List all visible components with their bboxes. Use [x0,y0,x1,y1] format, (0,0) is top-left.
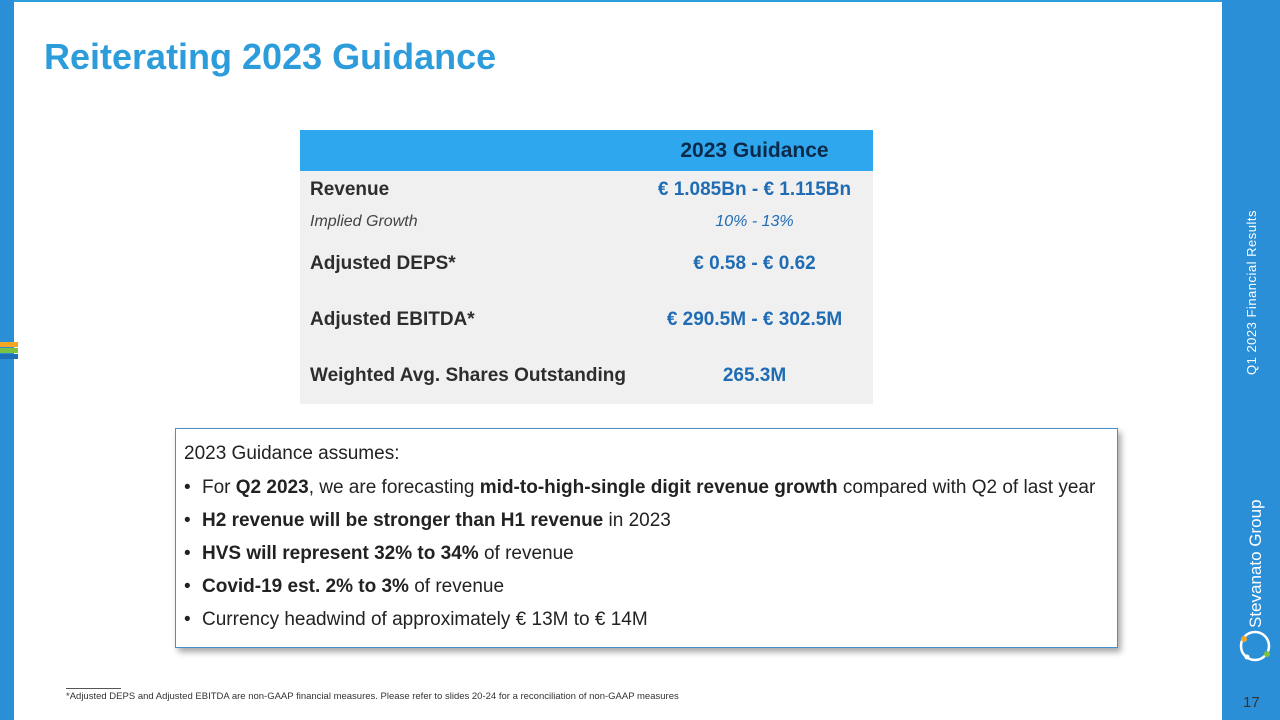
right-sidebar [1222,0,1280,720]
table-row-implied-growth: Implied Growth 10% - 13% [300,208,873,236]
bold-text: mid-to-high-single digit revenue growth [479,477,838,498]
list-item: • HVS will represent 32% to 34% of reven… [184,543,1117,565]
row-value: 265.3M [722,365,787,386]
guidance-table: 2023 Guidance Revenue € 1.085Bn - € 1.11… [300,130,873,404]
top-rule [0,0,1222,2]
row-value: € 290.5M - € 302.5M [666,309,843,330]
bullet-icon: • [184,609,191,630]
page-number: 17 [1243,694,1260,711]
row-label: Adjusted EBITDA* [310,309,475,330]
row-value: € 1.085Bn - € 1.115Bn [657,178,852,200]
left-stripe-orange [0,342,18,347]
left-stripe-blue [0,354,18,359]
list-item: • For Q2 2023, we are forecasting mid-to… [184,477,1117,499]
text: Currency headwind of approximately € 13M… [202,609,648,630]
bold-text: H2 revenue will be stronger than H1 reve… [202,510,604,531]
left-stripe-green [0,348,18,353]
brand-name: Stevanato Group [1246,499,1265,628]
bold-text: Q2 2023 [235,477,309,498]
sg-logo-icon [1239,630,1271,662]
table-header-blank [300,130,636,171]
table-row-adjusted-ebitda: Adjusted EBITDA* € 290.5M - € 302.5M [300,292,873,348]
text: For [202,477,236,498]
text: in 2023 [603,510,671,531]
bullet-icon: • [184,543,191,564]
text: , we are forecasting [308,477,480,498]
row-label: Revenue [310,178,390,200]
table-header-guidance: 2023 Guidance [636,130,873,171]
bullet-icon: • [184,510,191,531]
table-header-row: 2023 Guidance [300,130,873,171]
bullet-icon: • [184,477,191,498]
page-title: Reiterating 2023 Guidance [44,36,497,77]
text: compared with Q2 of last year [837,477,1096,498]
assumptions-list: • For Q2 2023, we are forecasting mid-to… [184,477,1117,631]
list-item: • Currency headwind of approximately € 1… [184,609,1117,631]
row-label: Adjusted DEPS* [310,253,456,274]
text: of revenue [408,576,505,597]
bullet-icon: • [184,576,191,597]
table-row-adjusted-deps: Adjusted DEPS* € 0.58 - € 0.62 [300,236,873,292]
left-accent-bar [0,0,14,720]
list-item: • Covid-19 est. 2% to 3% of revenue [184,576,1117,598]
bold-text: HVS will represent 32% to 34% [202,543,479,564]
assumptions-lead: 2023 Guidance assumes: [184,443,400,464]
table-row-revenue: Revenue € 1.085Bn - € 1.115Bn [300,171,873,208]
list-item: • H2 revenue will be stronger than H1 re… [184,510,1117,532]
presentation-title: Q1 2023 Financial Results [1244,210,1259,375]
bold-text: Covid-19 est. 2% to 3% [202,576,409,597]
table-row-shares-outstanding: Weighted Avg. Shares Outstanding 265.3M [300,348,873,404]
footnote-rule [66,688,121,689]
text: of revenue [478,543,574,564]
row-value: € 0.58 - € 0.62 [693,253,816,274]
row-label: Implied Growth [310,213,418,230]
row-label: Weighted Avg. Shares Outstanding [310,365,626,386]
row-value: 10% - 13% [715,213,794,230]
assumptions-box: 2023 Guidance assumes: • For Q2 2023, we… [175,428,1118,648]
footnote: *Adjusted DEPS and Adjusted EBITDA are n… [66,691,679,702]
